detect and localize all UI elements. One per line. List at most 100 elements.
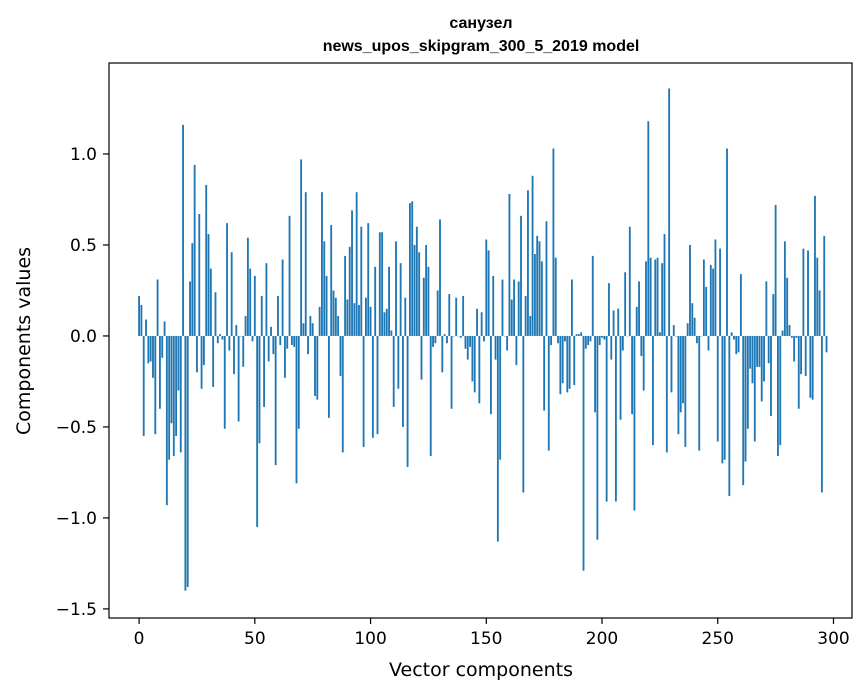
bar [316,335,319,400]
plot-frame [108,62,853,619]
bar [154,335,157,435]
bar [205,184,208,336]
bar [693,317,696,336]
bar [499,335,502,460]
bar [758,335,761,367]
bar [186,335,189,588]
bar [149,335,152,362]
bar [388,266,390,336]
bar [689,244,691,336]
bar [256,335,259,528]
bar [321,192,323,336]
chart-subtitle: news_upos_skipgram_300_5_2019 model [323,38,640,55]
bar [443,334,446,336]
bar [797,335,800,409]
bar [658,332,661,336]
bar [302,323,305,336]
bar [610,335,613,360]
bar [531,175,534,336]
bar [466,335,469,360]
bar [640,335,643,356]
bar [575,334,578,336]
bar [605,335,608,502]
bar [714,239,717,336]
bar [492,275,495,336]
bar [411,201,414,336]
bar [483,335,485,342]
bar [170,335,173,424]
bar [281,259,284,336]
bar [716,335,719,442]
bar [228,335,231,351]
bar [712,268,715,336]
bar [772,294,775,336]
bar [543,335,546,411]
bar [695,335,698,344]
bar [293,335,296,347]
bar [795,335,798,338]
bar [770,335,772,417]
bar [760,335,763,402]
bar [790,335,793,338]
bar [584,335,587,349]
bar [788,325,791,336]
bar [508,194,511,336]
bar [779,335,782,446]
bar [459,335,462,338]
bar [332,290,335,336]
bar [476,308,478,336]
bar [251,335,254,342]
bar [719,248,721,336]
bar [263,335,266,407]
bar [617,308,620,336]
bar [300,159,303,336]
bar [744,335,747,462]
bar [633,335,636,511]
bar [318,306,321,336]
bar [191,243,194,336]
bar [145,319,147,336]
bar [469,335,472,347]
x-tick-label: 50 [244,629,266,649]
bar [182,124,184,336]
bar [413,244,416,336]
bar [568,335,571,389]
bar [793,335,796,362]
bar [496,335,499,542]
bar [184,335,187,591]
y-axis-ticks: −1.5 −1.0 −0.5 0.0 0.5 1.0 [56,145,109,620]
bar [353,303,356,336]
bar [739,274,742,336]
y-tick-label: −1.5 [56,600,97,620]
bar [818,290,821,336]
bar [601,335,603,338]
bar [608,283,610,336]
bar [249,268,252,336]
bar [561,335,564,384]
bar [645,261,647,336]
bar [147,335,150,364]
bar [820,335,823,493]
bar [751,335,754,384]
bar [274,335,277,466]
bar [777,335,779,457]
bar [638,281,640,336]
bar [800,335,802,375]
bar [564,335,566,342]
y-tick-label: 0.0 [70,327,97,347]
bar [395,241,397,336]
bar [427,266,430,336]
bar [682,335,684,404]
bar [642,335,645,391]
bar [323,241,326,336]
bar [656,257,659,336]
bar [742,335,745,486]
bar [654,259,657,336]
bar [279,335,282,346]
bar [635,306,638,336]
bar [200,335,203,389]
bar [230,252,233,336]
bar [721,335,724,464]
bar [223,335,226,429]
bar [436,290,439,336]
